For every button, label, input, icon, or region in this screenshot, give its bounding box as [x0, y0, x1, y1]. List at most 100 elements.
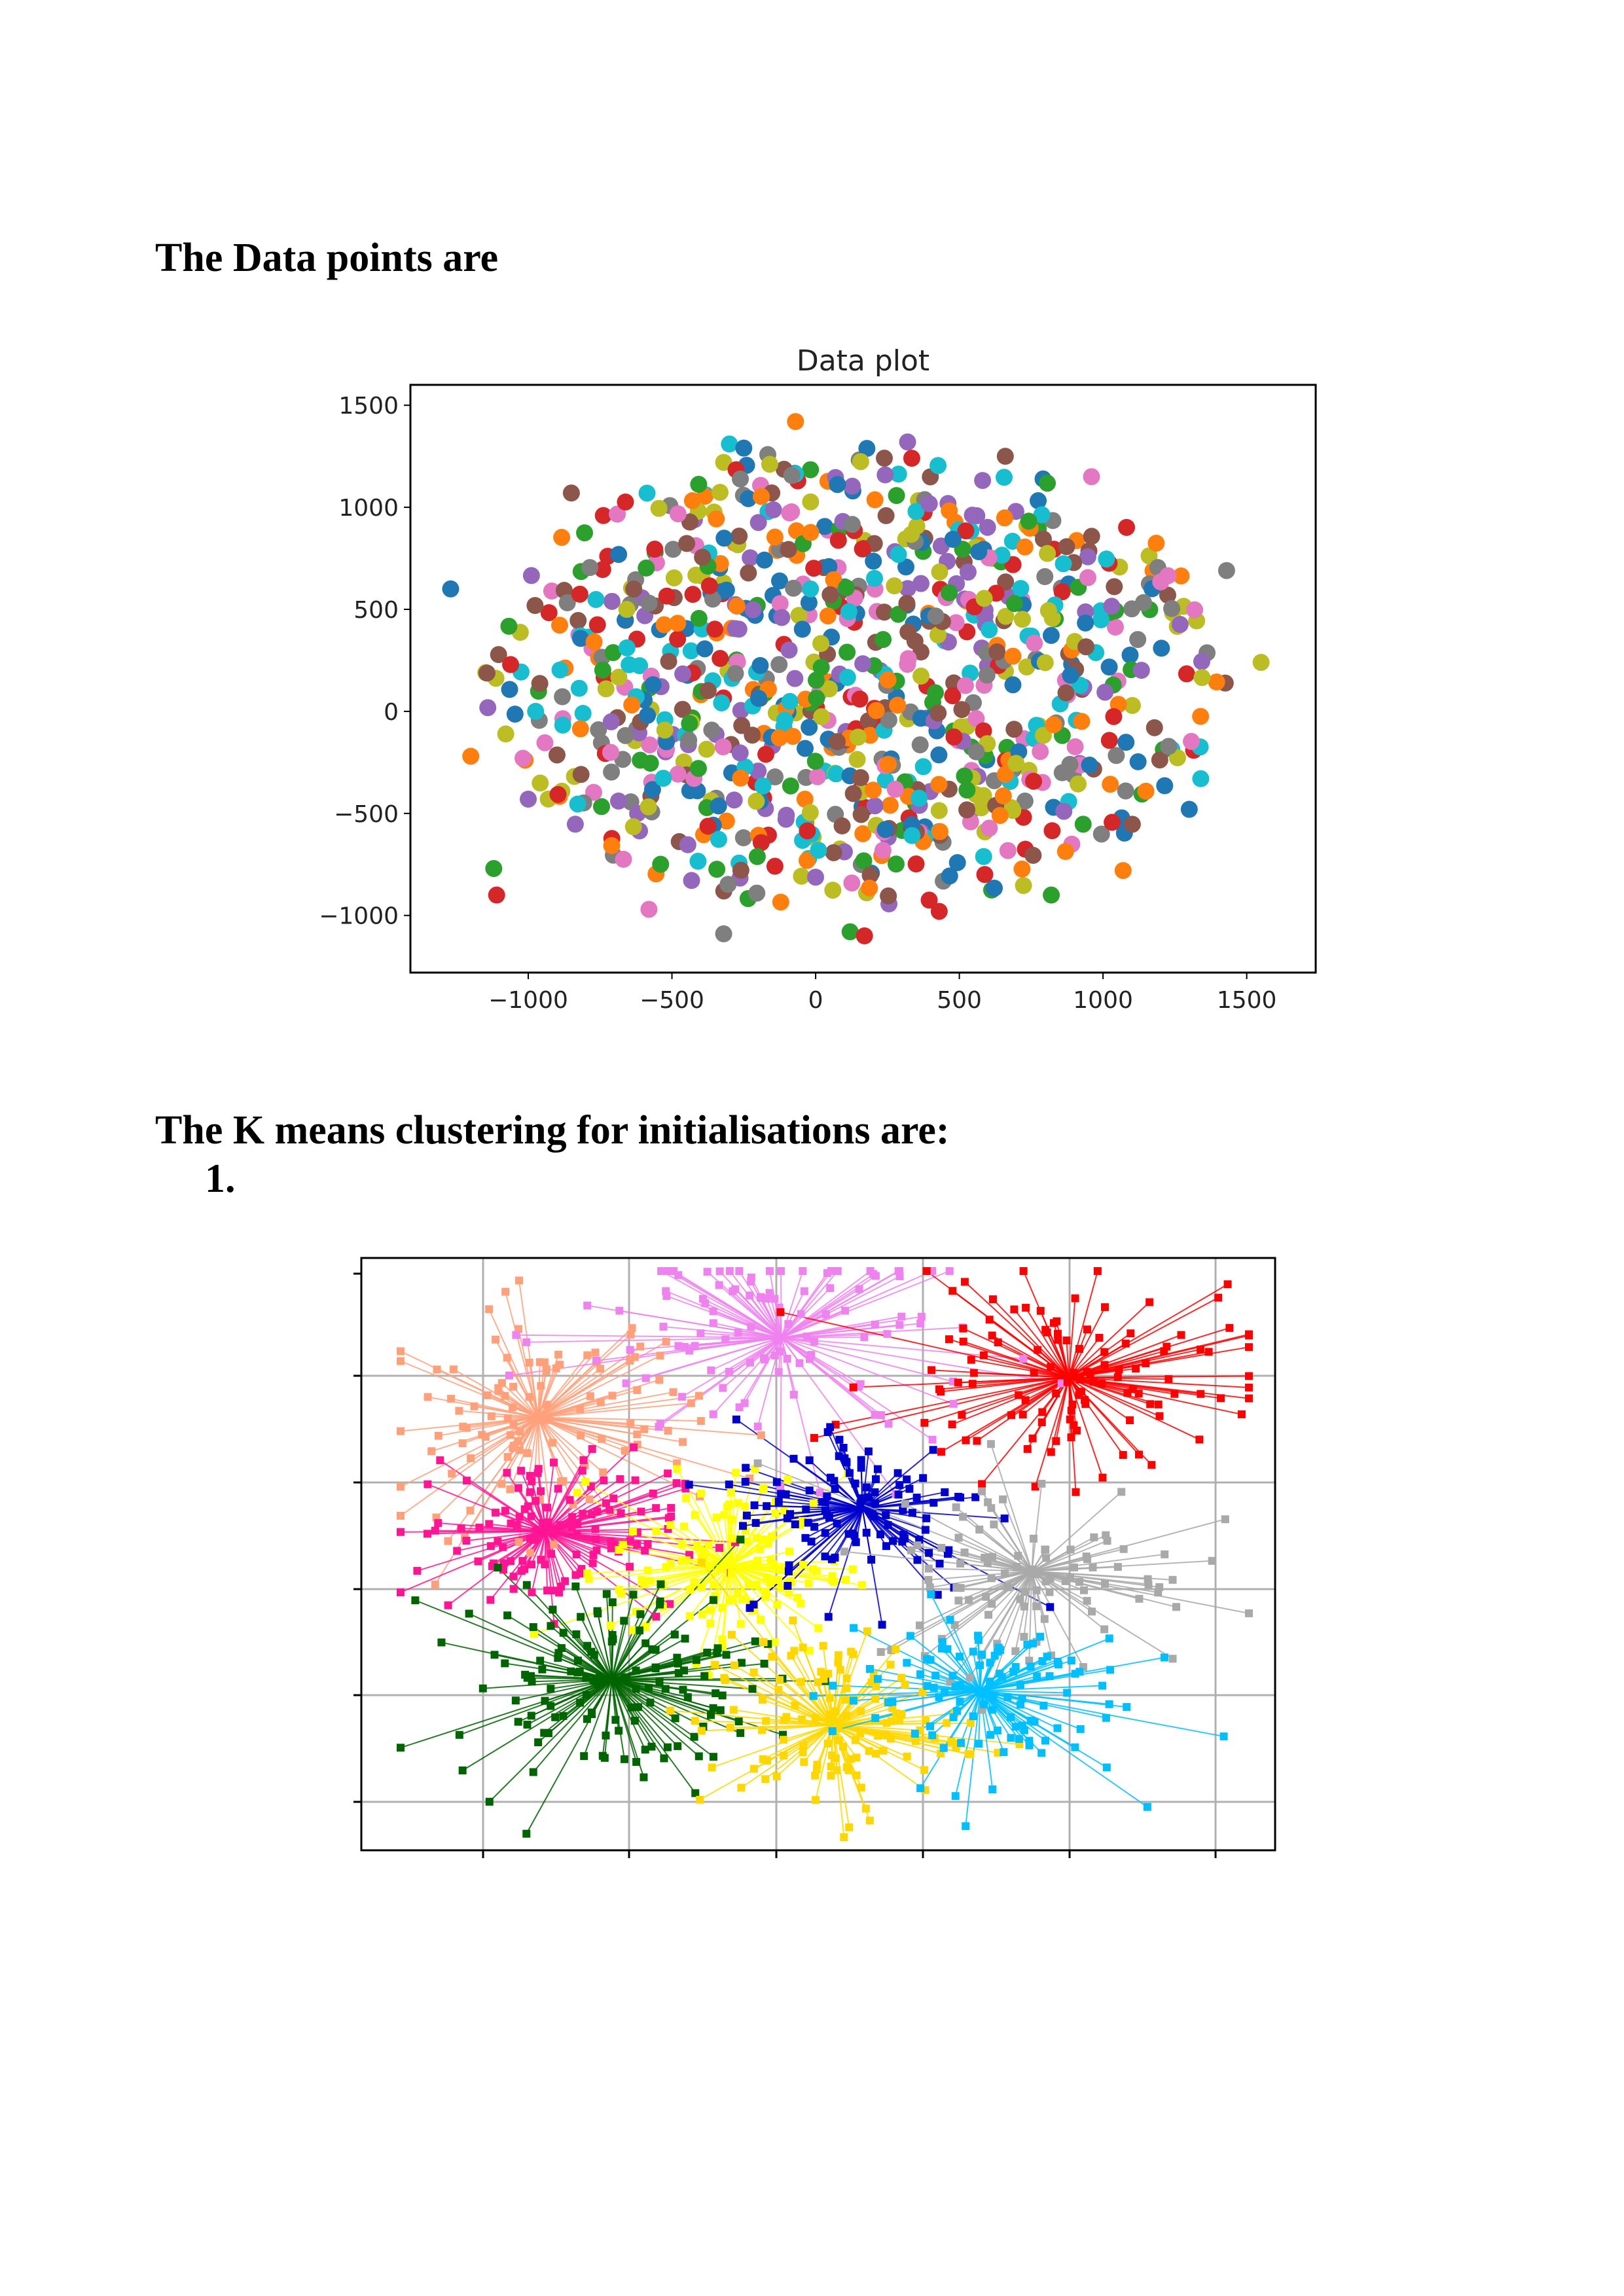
- cluster-point: [725, 1561, 734, 1570]
- cluster-point: [640, 1425, 649, 1433]
- cluster-point: [691, 1511, 699, 1519]
- cluster-point: [988, 1706, 996, 1714]
- cluster-point: [831, 1553, 839, 1562]
- data-point: [618, 639, 636, 656]
- cluster-point: [1105, 1634, 1113, 1643]
- cluster-point: [863, 1627, 871, 1636]
- cluster-link: [513, 1386, 539, 1418]
- cluster-point: [591, 1348, 600, 1357]
- data-point: [1005, 595, 1023, 613]
- cluster-point: [799, 1267, 807, 1275]
- data-point: [781, 504, 799, 522]
- cluster-point: [539, 1416, 547, 1424]
- cluster-point: [632, 1666, 640, 1675]
- cluster-point: [736, 1535, 745, 1544]
- cluster-link: [952, 1376, 1070, 1426]
- data-point: [927, 607, 945, 625]
- cluster-point: [894, 1490, 903, 1499]
- data-point: [1172, 567, 1190, 584]
- data-point: [715, 925, 732, 942]
- cluster-point: [1019, 1267, 1028, 1275]
- cluster-point: [749, 1668, 758, 1677]
- cluster-point: [999, 1495, 1007, 1503]
- data-point: [603, 836, 621, 854]
- data-point: [1004, 676, 1022, 694]
- cluster-point: [1223, 1280, 1232, 1289]
- cluster-point: [797, 1677, 805, 1686]
- data-point: [643, 781, 661, 798]
- cluster-point: [1070, 1563, 1078, 1571]
- data-point: [1137, 782, 1155, 800]
- data-point: [572, 766, 590, 783]
- cluster-link: [538, 1416, 761, 1436]
- cluster-point: [1105, 1700, 1113, 1708]
- cluster-point: [1053, 1724, 1062, 1732]
- cluster-point: [1052, 1437, 1060, 1445]
- data-point: [681, 715, 698, 732]
- data-point: [899, 580, 916, 598]
- data-point: [975, 590, 993, 607]
- cluster-point: [928, 1731, 937, 1740]
- cluster-point: [514, 1484, 522, 1492]
- cluster-point: [1020, 1632, 1028, 1641]
- cluster-point: [596, 1398, 605, 1407]
- cluster-point: [1102, 1531, 1110, 1539]
- cluster-point: [1237, 1410, 1246, 1418]
- cluster-point: [785, 1588, 793, 1597]
- cluster-point: [1106, 1666, 1115, 1674]
- cluster-point: [541, 1696, 549, 1705]
- cluster-point: [559, 1477, 568, 1485]
- cluster-link: [1068, 1297, 1219, 1378]
- cluster-point: [516, 1446, 524, 1454]
- y-tick-label: 1500: [338, 393, 399, 420]
- cluster-point: [599, 1468, 607, 1477]
- cluster-point: [814, 1678, 822, 1687]
- data-point: [941, 584, 958, 601]
- cluster-point: [533, 1469, 542, 1477]
- data-point: [754, 777, 772, 795]
- data-point: [880, 711, 897, 729]
- data-point: [948, 853, 966, 871]
- cluster-point: [894, 1267, 903, 1275]
- cluster-point: [738, 1595, 746, 1604]
- cluster-point: [912, 1494, 921, 1502]
- cluster-point: [750, 1562, 759, 1570]
- cluster-point: [674, 1659, 682, 1668]
- cluster-point: [799, 1643, 807, 1652]
- cluster-point: [1007, 1734, 1015, 1742]
- cluster-point: [728, 1534, 736, 1543]
- cluster-point: [889, 1537, 897, 1545]
- data-point: [978, 666, 996, 684]
- cluster-point: [736, 1729, 745, 1737]
- data-point: [650, 499, 668, 517]
- cluster-point: [800, 1287, 808, 1295]
- cluster-point: [487, 1412, 496, 1420]
- data-point: [604, 644, 622, 662]
- cluster-point: [993, 1727, 1001, 1735]
- cluster-point: [872, 1749, 880, 1758]
- cluster-point: [860, 1333, 869, 1342]
- cluster-point: [1019, 1410, 1027, 1419]
- cluster-point: [1022, 1304, 1030, 1312]
- cluster-point: [669, 1388, 677, 1397]
- data-point: [833, 817, 851, 834]
- cluster-point: [664, 1514, 673, 1522]
- cluster-point: [811, 1713, 820, 1722]
- cluster-point: [1036, 1632, 1045, 1641]
- data-point: [1016, 538, 1034, 556]
- cluster-link: [919, 1570, 1032, 1626]
- data-point: [1171, 616, 1189, 634]
- cluster-link: [474, 1405, 539, 1418]
- cluster-link: [939, 1376, 1069, 1390]
- data-point: [780, 541, 797, 558]
- data-point: [944, 687, 962, 705]
- data-point: [748, 848, 766, 865]
- cluster-point: [501, 1287, 510, 1296]
- data-point: [1033, 506, 1051, 524]
- cluster-link: [519, 1516, 546, 1532]
- cluster-point: [709, 1753, 717, 1761]
- data-point: [558, 594, 576, 612]
- cluster-link: [749, 1295, 782, 1338]
- cluster-point: [916, 1621, 924, 1630]
- cluster-link: [1066, 1340, 1070, 1378]
